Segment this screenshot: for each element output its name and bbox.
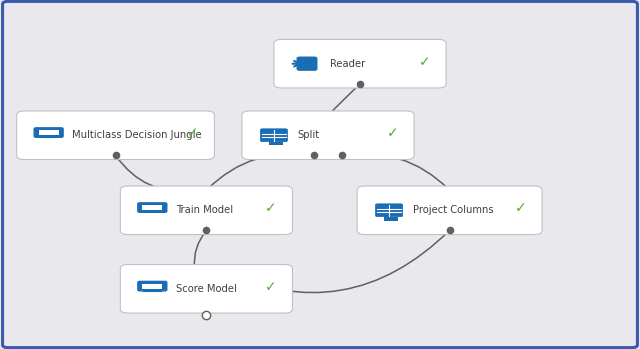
Text: Reader: Reader (330, 59, 365, 69)
FancyBboxPatch shape (38, 131, 59, 135)
FancyBboxPatch shape (142, 284, 163, 289)
FancyBboxPatch shape (276, 142, 283, 146)
FancyBboxPatch shape (242, 111, 414, 159)
Text: Project Columns: Project Columns (413, 205, 493, 215)
FancyBboxPatch shape (17, 111, 214, 159)
Text: ✓: ✓ (419, 55, 430, 69)
Text: Score Model: Score Model (176, 284, 237, 294)
FancyBboxPatch shape (138, 203, 167, 212)
Text: Multiclass Decision Jungle: Multiclass Decision Jungle (72, 130, 202, 140)
FancyBboxPatch shape (269, 140, 276, 146)
FancyArrowPatch shape (342, 154, 449, 189)
Text: ✓: ✓ (387, 126, 398, 141)
Text: ✓: ✓ (265, 280, 276, 294)
FancyBboxPatch shape (384, 215, 391, 221)
FancyBboxPatch shape (138, 281, 167, 291)
Text: Train Model: Train Model (176, 205, 233, 215)
Text: ✓: ✓ (187, 126, 198, 141)
FancyBboxPatch shape (120, 186, 292, 235)
FancyBboxPatch shape (274, 39, 446, 88)
FancyBboxPatch shape (391, 217, 398, 221)
FancyBboxPatch shape (120, 265, 292, 313)
FancyArrowPatch shape (220, 230, 449, 292)
FancyArrowPatch shape (195, 230, 206, 267)
FancyBboxPatch shape (260, 129, 287, 142)
Text: ✓: ✓ (265, 201, 276, 216)
Text: ✓: ✓ (515, 201, 526, 216)
FancyArrowPatch shape (207, 154, 314, 189)
FancyBboxPatch shape (142, 206, 163, 210)
FancyBboxPatch shape (297, 57, 317, 70)
FancyArrowPatch shape (329, 84, 360, 114)
Text: Split: Split (298, 130, 320, 140)
FancyBboxPatch shape (34, 128, 63, 137)
FancyBboxPatch shape (376, 204, 403, 217)
FancyBboxPatch shape (357, 186, 542, 235)
FancyArrowPatch shape (115, 155, 193, 191)
